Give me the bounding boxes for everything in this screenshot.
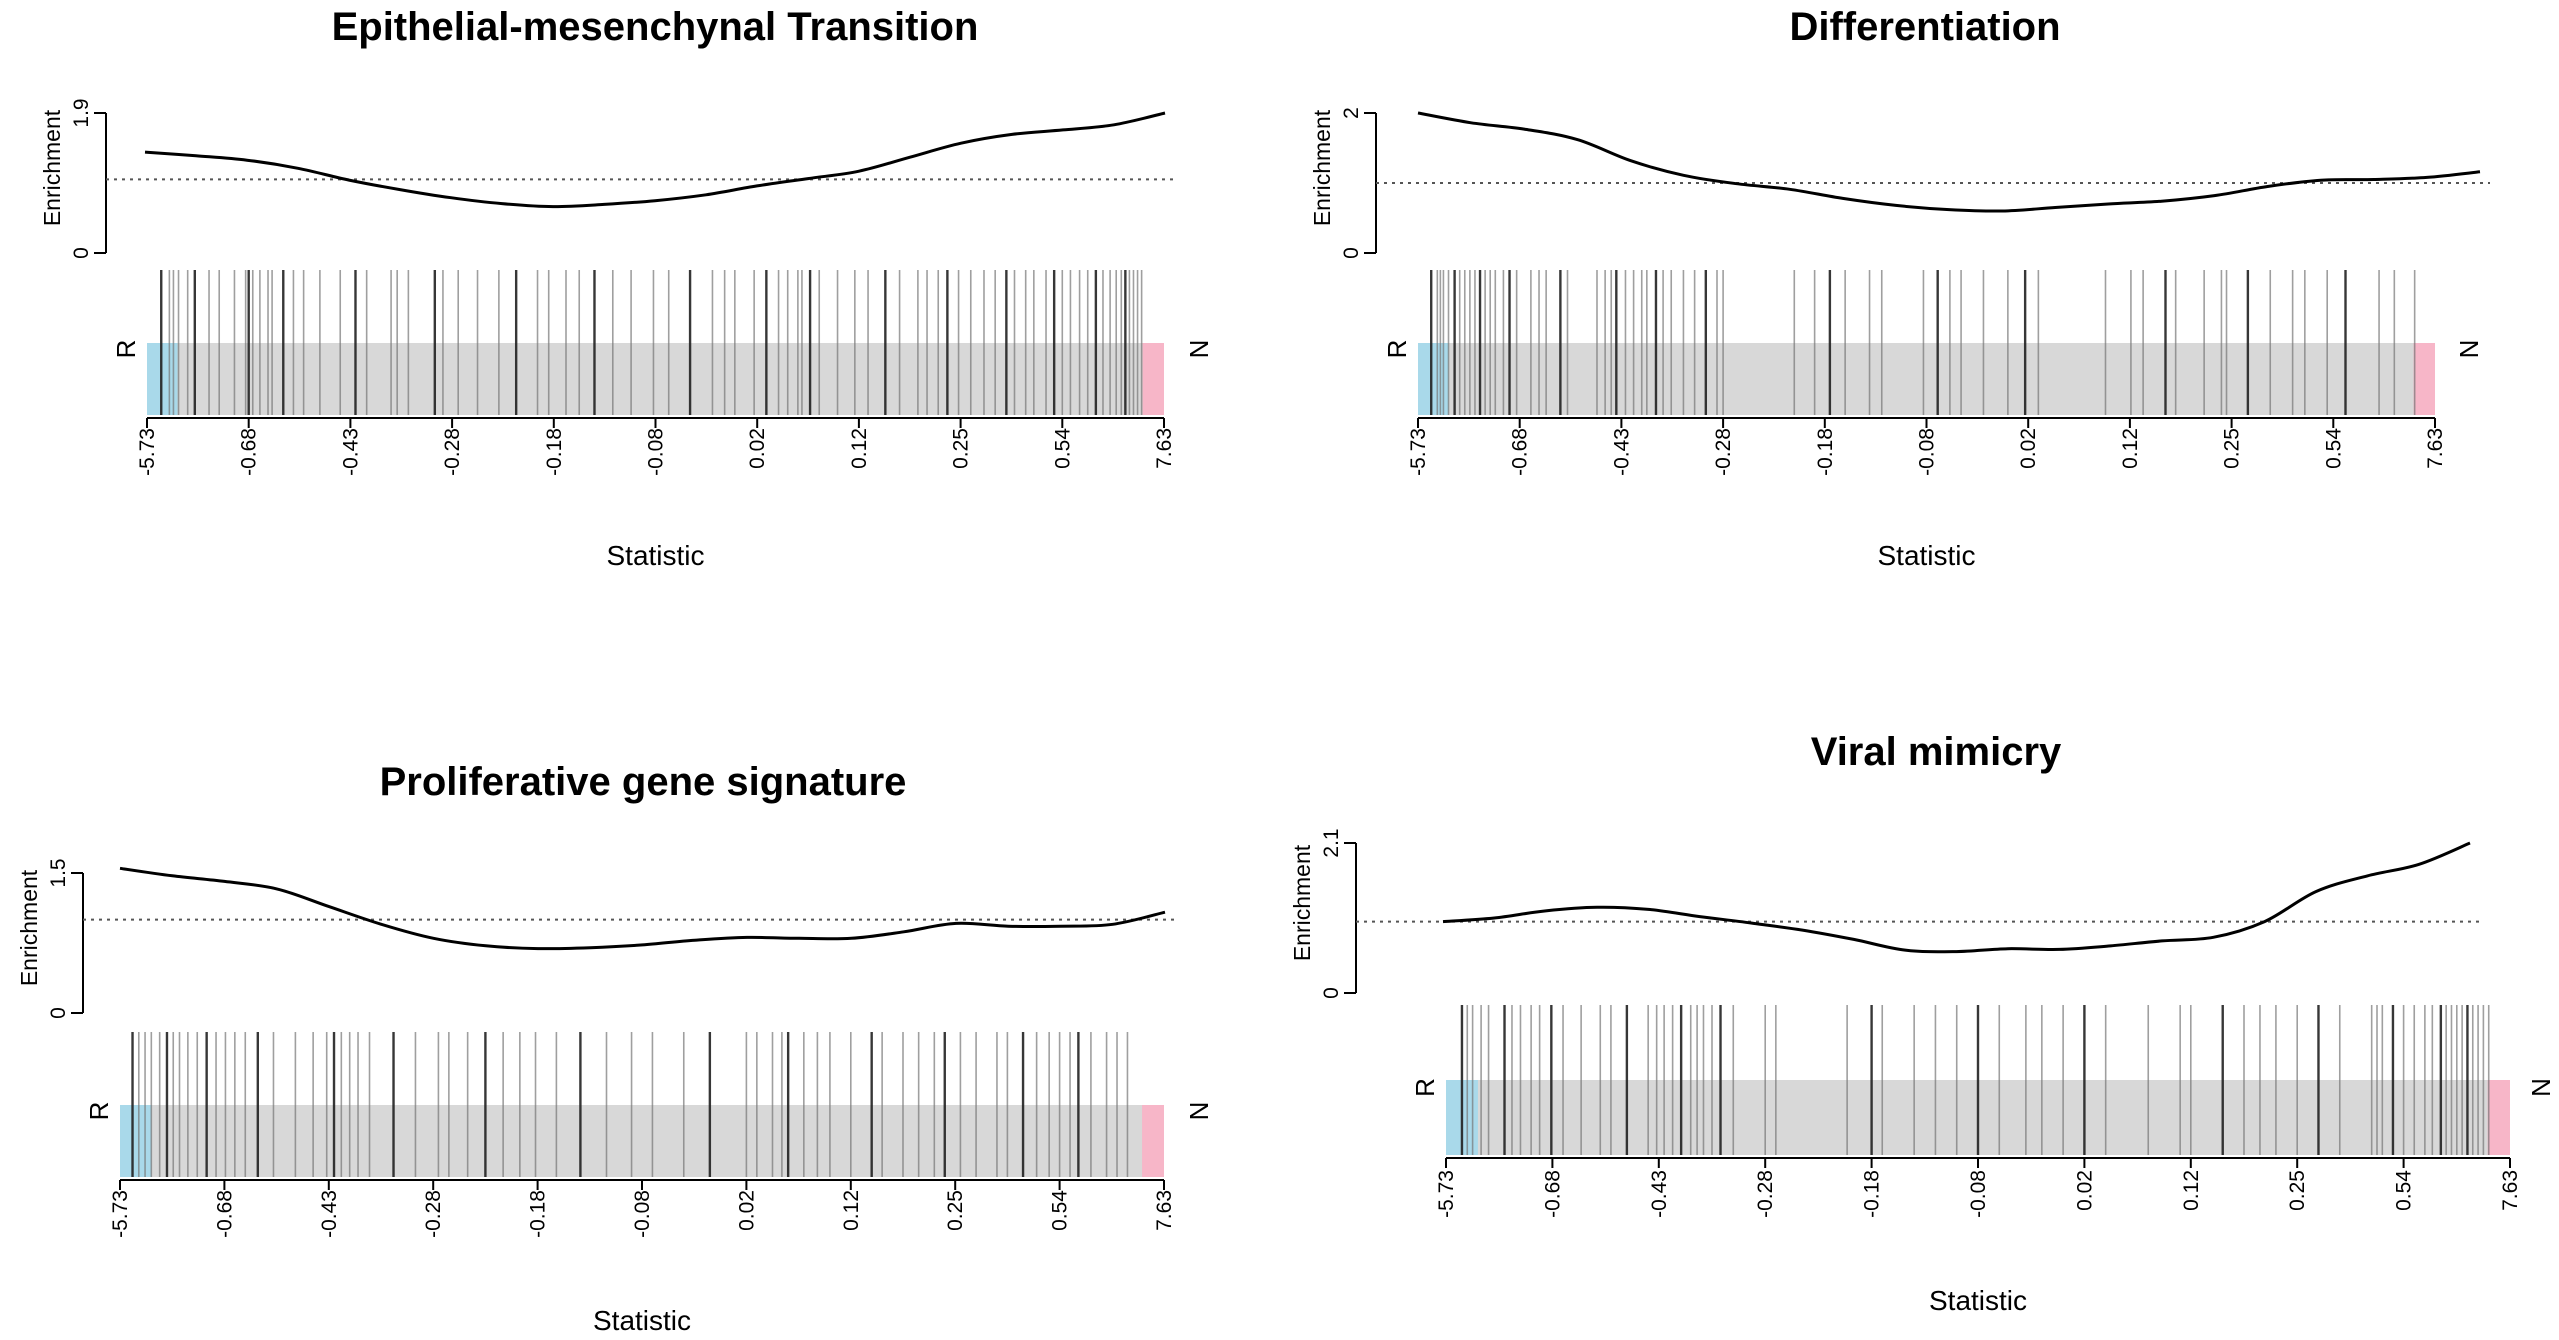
x-tick-label: -0.28: [1712, 428, 1735, 476]
y-tick-label: 2: [1340, 107, 1363, 119]
right-group-label: N: [1184, 340, 1214, 359]
x-tick-label: -0.43: [1648, 1170, 1671, 1218]
x-tick-label: 7.63: [2499, 1170, 2522, 1211]
x-tick-label: -0.08: [645, 428, 668, 476]
y-axis-label: Enrichment: [16, 869, 42, 986]
barcode-background: [120, 1105, 1164, 1177]
y-tick-label: 0: [70, 247, 93, 259]
x-tick-label: 0.25: [2221, 428, 2244, 469]
barcode-right-block: [2413, 343, 2435, 415]
panel-2: Differentiation 0 2 Enrichment -5.73 -0.68 -0.…: [1309, 5, 2490, 571]
x-tick-label: 0.02: [746, 428, 769, 469]
x-tick-label: 0.25: [944, 1190, 967, 1231]
x-tick-label: -0.43: [318, 1190, 341, 1238]
x-axis-label: Statistic: [593, 1305, 691, 1336]
x-tick-label: 7.63: [2424, 428, 2447, 469]
x-tick-label: 0.12: [848, 428, 871, 469]
x-tick-label: -0.28: [1754, 1170, 1777, 1218]
panel-title: Epithelial-mesenchynal Transition: [332, 5, 979, 49]
x-tick-label: 0.12: [2119, 428, 2142, 469]
x-tick-label: -0.18: [1814, 428, 1837, 476]
right-group-label: N: [2454, 340, 2484, 359]
x-tick-label: -0.18: [543, 428, 566, 476]
barcode-right-block: [2487, 1080, 2510, 1155]
enrichment-curve: [1417, 111, 2481, 213]
x-tick-label: 0.54: [1049, 1190, 1072, 1231]
left-group-label: R: [1382, 340, 1412, 359]
y-tick-label: 2.1: [1320, 828, 1343, 857]
x-axis-label: Statistic: [1877, 540, 1975, 571]
y-axis-label: Enrichment: [39, 109, 65, 226]
x-tick-label: -0.18: [1861, 1170, 1884, 1218]
x-axis-label: Statistic: [606, 540, 704, 571]
y-axis-label: Enrichment: [1309, 109, 1335, 226]
x-tick-label: -0.43: [1610, 428, 1633, 476]
enrichment-curve: [144, 111, 1166, 209]
barcode-right-block: [1142, 1105, 1164, 1177]
x-tick-label: 0.25: [2286, 1170, 2309, 1211]
x-tick-label: -5.73: [1435, 1170, 1458, 1218]
x-tick-label: 0.12: [840, 1190, 863, 1231]
y-tick-label: 1.5: [47, 858, 70, 887]
x-tick-label: -0.08: [631, 1190, 654, 1238]
x-tick-label: -5.73: [109, 1190, 132, 1238]
x-tick-label: 0.02: [2073, 1170, 2096, 1211]
panel-title: Proliferative gene signature: [380, 760, 907, 804]
left-group-label: R: [1410, 1078, 1440, 1097]
x-tick-label: 7.63: [1153, 1190, 1176, 1231]
enrichment-curve: [119, 866, 1166, 951]
x-tick-label: -0.68: [238, 428, 261, 476]
enrichment-curve: [1442, 841, 2471, 954]
panel-title: Viral mimicry: [1811, 730, 2062, 774]
x-tick-label: 0.02: [735, 1190, 758, 1231]
barcode-background: [147, 343, 1164, 415]
left-group-label: R: [84, 1102, 114, 1121]
y-tick-label: 0: [1340, 247, 1363, 259]
y-axis-label: Enrichment: [1289, 844, 1315, 961]
x-tick-label: 0.54: [2393, 1170, 2416, 1211]
x-tick-label: -0.28: [422, 1190, 445, 1238]
x-tick-label: -0.18: [527, 1190, 550, 1238]
panel-1: Epithelial-mesenchynal Transition 0 1.9Enr…: [39, 5, 1214, 571]
x-tick-label: 7.63: [1153, 428, 1176, 469]
x-tick-label: 0.54: [2322, 428, 2345, 469]
x-tick-label: -0.68: [213, 1190, 236, 1238]
x-tick-label: -0.43: [339, 428, 362, 476]
x-tick-label: 0.54: [1051, 428, 1074, 469]
panel-3: Proliferative gene signature 0 1.5Enrichme…: [16, 760, 1214, 1336]
x-tick-label: -0.28: [441, 428, 464, 476]
right-group-label: N: [1184, 1102, 1214, 1121]
x-axis-label: Statistic: [1929, 1285, 2027, 1316]
barcode-background: [1418, 343, 2435, 415]
x-tick-label: 0.25: [950, 428, 973, 469]
barcode-right-block: [1142, 343, 1164, 415]
panel-title: Differentiation: [1789, 5, 2060, 49]
left-group-label: R: [111, 340, 141, 359]
x-tick-label: -0.68: [1541, 1170, 1564, 1218]
right-group-label: N: [2526, 1078, 2556, 1097]
x-tick-label: -5.73: [136, 428, 159, 476]
x-tick-label: 0.02: [2017, 428, 2040, 469]
barcode-left-block: [120, 1105, 152, 1177]
y-tick-label: 0: [47, 1007, 70, 1019]
y-tick-label: 1.9: [70, 98, 93, 127]
x-tick-label: -0.08: [1916, 428, 1939, 476]
y-tick-label: 0: [1320, 987, 1343, 999]
x-tick-label: -0.68: [1509, 428, 1532, 476]
x-tick-label: -5.73: [1407, 428, 1430, 476]
x-tick-label: 0.12: [2180, 1170, 2203, 1211]
x-tick-label: -0.08: [1967, 1170, 1990, 1218]
